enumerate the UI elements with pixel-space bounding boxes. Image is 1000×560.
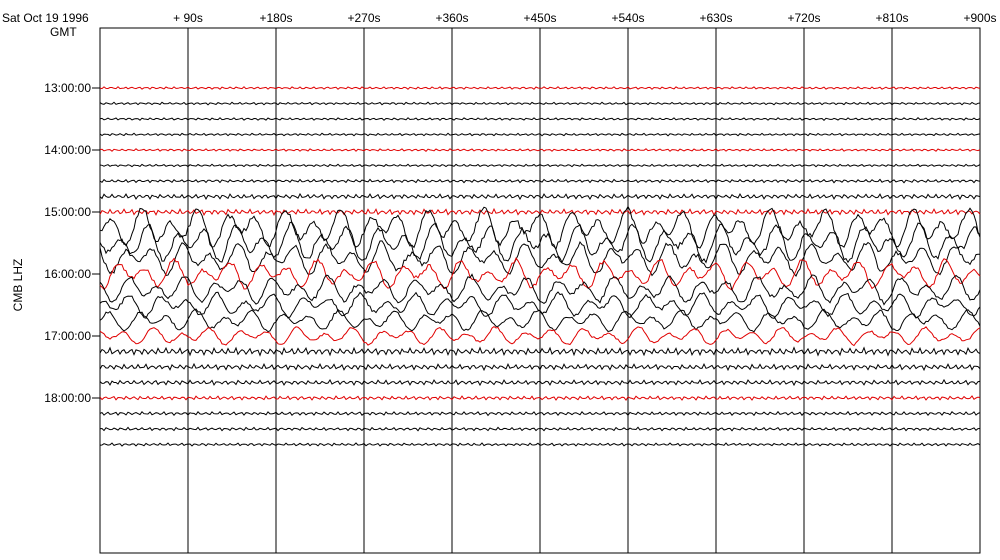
trace [99,346,981,357]
station-label: CMB LHZ [11,259,25,312]
trace [99,132,981,137]
x-tick-label: +900s [963,11,996,25]
x-tick-label: +180s [259,11,292,25]
trace [99,101,981,106]
trace [99,362,981,372]
trace [99,426,981,432]
y-tick-label: 17:00:00 [44,329,91,343]
timezone-label: GMT [50,25,77,39]
date-label: Sat Oct 19 1996 [2,11,89,25]
trace [99,410,981,417]
x-axis-ticks: + 90s +180s +270s +360s +450s +540s +630s +720s… [173,11,996,25]
trace [99,192,981,201]
hour-trace [99,257,981,291]
x-tick-label: + 90s [173,11,203,25]
x-tick-label: +630s [699,11,732,25]
trace [99,442,981,447]
trace [99,205,981,250]
x-tick-label: +270s [347,11,380,25]
trace [99,308,981,333]
hour-trace [99,325,981,347]
x-tick-label: +450s [523,11,556,25]
trace [99,178,981,184]
y-axis-ticks: 13:00:00 14:00:00 15:00:00 16:00:00 17:00:00… [44,81,100,405]
grid-lines [187,28,893,553]
y-tick-label: 16:00:00 [44,267,91,281]
y-tick-label: 18:00:00 [44,391,91,405]
y-tick-label: 13:00:00 [44,81,91,95]
trace [99,117,981,121]
x-tick-label: +360s [435,11,468,25]
hour-trace [99,148,981,152]
hour-trace [99,395,981,401]
y-tick-label: 14:00:00 [44,143,91,157]
hour-trace [99,86,981,90]
x-tick-label: +720s [787,11,820,25]
trace [99,163,981,168]
x-tick-label: +810s [875,11,908,25]
x-tick-label: +540s [611,11,644,25]
trace [99,378,981,387]
y-tick-label: 15:00:00 [44,205,91,219]
trace [99,273,981,306]
seismic-traces [99,86,981,447]
trace [99,221,981,264]
trace [99,240,981,277]
